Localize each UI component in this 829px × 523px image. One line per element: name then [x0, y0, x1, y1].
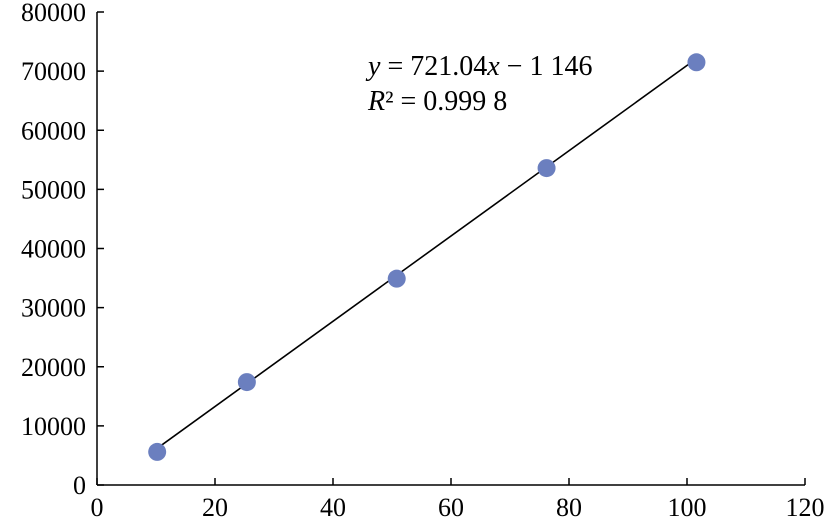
- data-point: [537, 159, 556, 178]
- r-squared-annotation: R² = 0.999 8: [367, 86, 507, 117]
- x-tick-label: 120: [786, 493, 825, 522]
- regression-equation: y = 721.04x − 1 146: [365, 51, 592, 82]
- data-point: [237, 373, 256, 392]
- x-tick-label: 60: [438, 493, 464, 522]
- y-tick-label: 70000: [21, 57, 86, 86]
- r-squared-value: ² = 0.999 8: [385, 86, 507, 117]
- linear-trendline: [156, 57, 697, 449]
- x-tick-label: 40: [320, 493, 346, 522]
- r-squared-variable: R: [367, 86, 385, 117]
- data-point: [387, 269, 406, 288]
- y-tick-label: 40000: [21, 235, 86, 264]
- equation-coefficient: = 721.04: [380, 51, 487, 82]
- x-tick-label: 100: [668, 493, 707, 522]
- x-tick-label: 20: [202, 493, 228, 522]
- chart-axes: 0 10000 20000 30000 40000 50000 60000 70000 8000…: [21, 0, 825, 522]
- data-point: [148, 442, 167, 461]
- y-tick-label: 10000: [21, 412, 86, 441]
- y-tick-label: 50000: [21, 175, 86, 204]
- y-tick-label: 60000: [21, 116, 86, 145]
- data-point: [687, 53, 706, 72]
- trendline-group: [156, 57, 697, 449]
- equation-intercept: − 1 146: [500, 51, 593, 82]
- x-tick-label: 80: [556, 493, 582, 522]
- y-tick-label: 30000: [21, 294, 86, 323]
- y-tick-label: 20000: [21, 353, 86, 382]
- x-tick-label: 0: [91, 493, 104, 522]
- y-tick-label: 80000: [21, 0, 86, 27]
- equation-lhs-variable: y: [365, 51, 381, 82]
- y-tick-label: 0: [73, 471, 86, 500]
- data-points-group: [148, 53, 706, 461]
- equation-x-variable: x: [486, 51, 500, 82]
